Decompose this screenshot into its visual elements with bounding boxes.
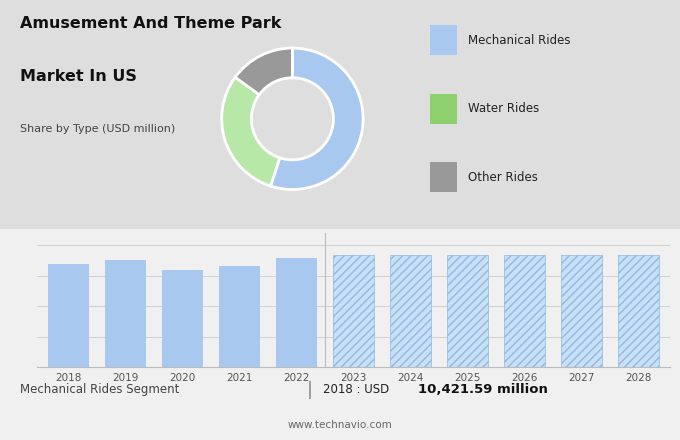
Text: Mechanical Rides: Mechanical Rides [468,33,571,47]
Bar [430,162,457,192]
Bar [219,266,260,367]
Bar [276,257,317,367]
Bar [618,255,659,367]
Bar [48,264,89,367]
Bar [105,260,146,367]
Bar [504,255,545,367]
Bar [561,255,602,367]
Text: Market In US: Market In US [20,69,137,84]
Bar [447,255,488,367]
Text: www.technavio.com: www.technavio.com [288,420,392,430]
Bar [430,25,457,55]
Text: 2018 : USD: 2018 : USD [323,383,393,396]
Text: Amusement And Theme Park: Amusement And Theme Park [20,16,282,31]
Bar [390,255,431,367]
Text: 10,421.59 million: 10,421.59 million [418,383,548,396]
Text: Other Rides: Other Rides [468,171,538,184]
Wedge shape [235,48,292,95]
Text: Mechanical Rides Segment: Mechanical Rides Segment [20,383,180,396]
Wedge shape [222,77,279,186]
Bar [162,270,203,367]
Bar [333,255,374,367]
Text: Share by Type (USD million): Share by Type (USD million) [20,124,175,134]
Bar [430,94,457,124]
Text: Water Rides: Water Rides [468,102,539,115]
Wedge shape [271,48,363,190]
Text: |: | [307,381,312,399]
